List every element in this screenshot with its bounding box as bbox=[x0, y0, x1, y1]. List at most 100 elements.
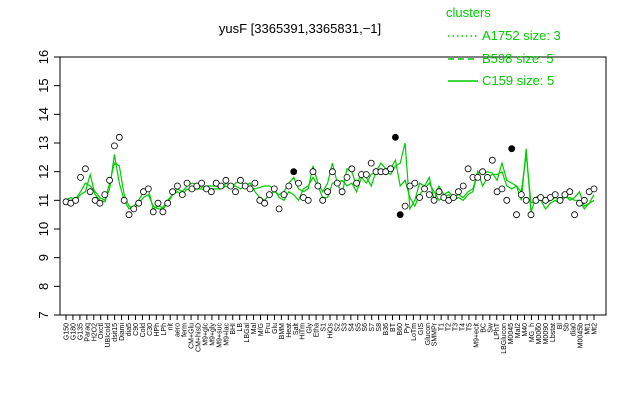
x-tick-label: S8 bbox=[376, 323, 383, 332]
legend-entry-label: A1752 size: 3 bbox=[482, 28, 561, 43]
y-tick-label: 16 bbox=[36, 50, 51, 64]
x-tick-label: M9+ecit bbox=[473, 323, 480, 348]
x-tick-label: BHI bbox=[230, 323, 237, 335]
x-tick-label: Diami bbox=[119, 323, 126, 341]
x-tick-label: G180 bbox=[70, 323, 77, 340]
data-point bbox=[67, 199, 75, 207]
data-point bbox=[101, 191, 109, 199]
data-point bbox=[120, 196, 128, 204]
data-point bbox=[348, 165, 356, 173]
data-point bbox=[333, 179, 341, 187]
x-tick-label: LB bbox=[237, 323, 244, 332]
data-point bbox=[479, 168, 487, 176]
x-tick-label: S7 bbox=[369, 323, 376, 332]
x-tick-label: Pyr bbox=[404, 322, 411, 333]
data-point bbox=[285, 182, 293, 190]
data-point bbox=[401, 202, 409, 210]
data-point bbox=[324, 188, 332, 196]
data-point bbox=[547, 194, 554, 201]
data-point bbox=[261, 199, 269, 207]
y-tick-label: 14 bbox=[36, 107, 51, 121]
data-point bbox=[241, 182, 249, 190]
x-tick-label: BC bbox=[480, 323, 487, 333]
x-tick-label: MG_h bbox=[529, 323, 536, 342]
data-point bbox=[91, 196, 99, 204]
x-tick-label: S6 bbox=[362, 323, 369, 332]
data-point bbox=[527, 211, 535, 219]
x-tick-label: C90 bbox=[133, 323, 140, 336]
series-line bbox=[65, 142, 595, 212]
x-tick-label: Mal bbox=[251, 323, 258, 335]
data-point bbox=[421, 185, 428, 193]
data-point bbox=[416, 194, 424, 201]
data-point bbox=[135, 199, 143, 207]
plot-area: 7 8 9 10 11 12 13 14 15 16 G150 G180 G135 Paraq H2O2 O… bbox=[36, 50, 607, 354]
x-tick-label: M9+lac bbox=[223, 323, 230, 346]
data-point bbox=[217, 182, 225, 190]
data-point bbox=[430, 196, 438, 204]
x-tick-label: T5 bbox=[466, 323, 473, 331]
x-tick-label: HiOs bbox=[328, 323, 335, 339]
x-tick-label: UBIcold bbox=[105, 323, 112, 348]
data-point bbox=[159, 208, 167, 216]
x-tick-label: Sw bbox=[487, 322, 494, 333]
data-point bbox=[265, 191, 273, 199]
data-point bbox=[193, 182, 201, 190]
y-tick-label: 9 bbox=[36, 254, 51, 261]
data-point bbox=[290, 168, 298, 176]
x-tick-label: LBGlucon bbox=[501, 323, 508, 354]
y-tick-label: 10 bbox=[36, 222, 51, 236]
x-tick-label: S3 bbox=[341, 323, 348, 332]
data-point bbox=[411, 179, 419, 187]
legend-entry-label: B598 size: 5 bbox=[482, 51, 554, 66]
data-point bbox=[454, 188, 462, 196]
data-point bbox=[188, 185, 196, 193]
data-point bbox=[232, 188, 239, 196]
data-point bbox=[488, 156, 496, 164]
data-point bbox=[309, 168, 317, 176]
data-point bbox=[450, 194, 457, 201]
x-tick-label: LoTm bbox=[411, 323, 418, 341]
data-point bbox=[227, 182, 235, 190]
x-tick-label: B60 bbox=[397, 323, 404, 336]
legend-entry-label: C159 size: 5 bbox=[482, 73, 554, 88]
data-point bbox=[387, 165, 395, 173]
data-point bbox=[513, 211, 520, 219]
data-point bbox=[82, 165, 89, 173]
data-point bbox=[304, 196, 312, 204]
data-point bbox=[551, 191, 559, 199]
x-tick-label: HPh bbox=[154, 323, 161, 337]
data-point bbox=[483, 173, 491, 181]
x-tick-label: GIS bbox=[418, 323, 425, 335]
series-lines bbox=[65, 142, 595, 212]
data-point bbox=[561, 191, 569, 199]
data-point bbox=[396, 211, 404, 219]
y-tick-label: 8 bbox=[36, 283, 51, 290]
x-tick-label: Fru bbox=[265, 323, 272, 334]
data-point bbox=[251, 179, 259, 187]
y-tick-label: 15 bbox=[36, 78, 51, 92]
x-tick-label: M40 bbox=[522, 323, 529, 337]
x-tick-label: M9+glc bbox=[202, 323, 209, 346]
data-point bbox=[362, 171, 370, 178]
data-point bbox=[149, 208, 157, 216]
data-point bbox=[198, 179, 206, 187]
y-tick-label: 11 bbox=[36, 194, 51, 208]
data-point bbox=[435, 188, 443, 196]
data-point bbox=[270, 185, 278, 193]
legend-title: clusters bbox=[446, 5, 491, 20]
x-tick-label: Glu bbox=[272, 323, 279, 334]
x-tick-label: CM+hisD bbox=[196, 323, 203, 352]
x-tick-label: Heat bbox=[286, 323, 293, 338]
plot-frame bbox=[59, 56, 607, 316]
x-tick-label: Paraq bbox=[84, 323, 91, 342]
data-point bbox=[367, 159, 375, 167]
data-point bbox=[115, 133, 123, 141]
x-tick-label: Bl bbox=[557, 323, 564, 330]
x-tick-label: M9+suc bbox=[216, 323, 223, 348]
y-tick-label: 13 bbox=[36, 136, 51, 150]
x-tick-label: dsit15 bbox=[112, 323, 119, 342]
x-tick-label: Mt2 bbox=[592, 323, 599, 335]
x-tick-label: HiTm bbox=[300, 323, 307, 340]
